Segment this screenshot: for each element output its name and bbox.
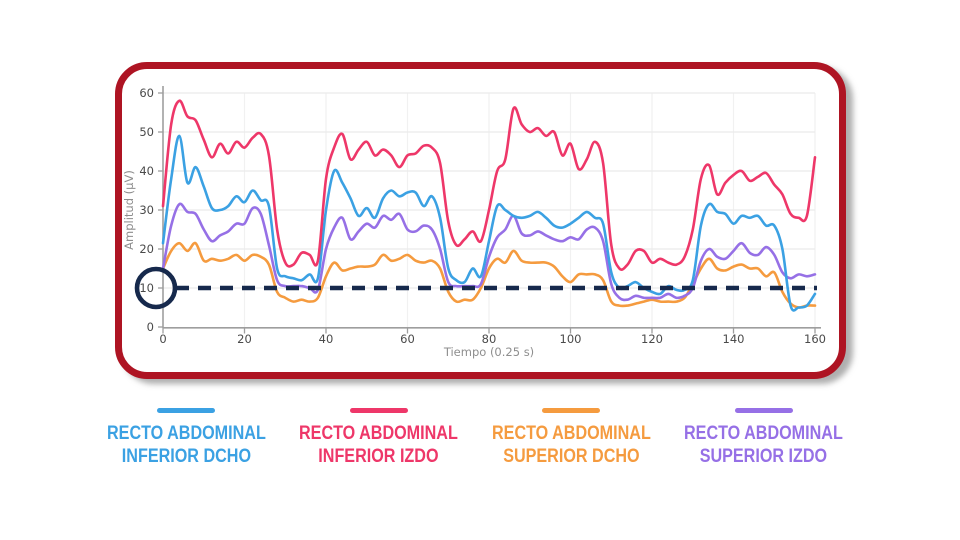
legend-item: RECTO ABDOMINAL SUPERIOR IZDO — [668, 408, 861, 468]
legend-label: RECTO ABDOMINAL INFERIOR IZDO — [299, 423, 459, 467]
legend-color-line — [542, 408, 601, 413]
legend-item: RECTO ABDOMINAL INFERIOR IZDO — [283, 408, 476, 468]
legend-label: RECTO ABDOMINAL SUPERIOR IZDO — [684, 423, 844, 467]
legend-color-line — [157, 408, 216, 413]
legend-item: RECTO ABDOMINAL INFERIOR DCHO — [90, 408, 283, 468]
legend-color-line — [349, 408, 408, 413]
legend-color-line — [734, 408, 793, 413]
legend-item: RECTO ABDOMINAL SUPERIOR DCHO — [475, 408, 668, 468]
legend-label: RECTO ABDOMINAL INFERIOR DCHO — [106, 423, 266, 467]
chart-card — [115, 62, 846, 379]
legend: RECTO ABDOMINAL INFERIOR DCHO RECTO ABDO… — [90, 408, 860, 468]
legend-label: RECTO ABDOMINAL SUPERIOR DCHO — [491, 423, 651, 467]
